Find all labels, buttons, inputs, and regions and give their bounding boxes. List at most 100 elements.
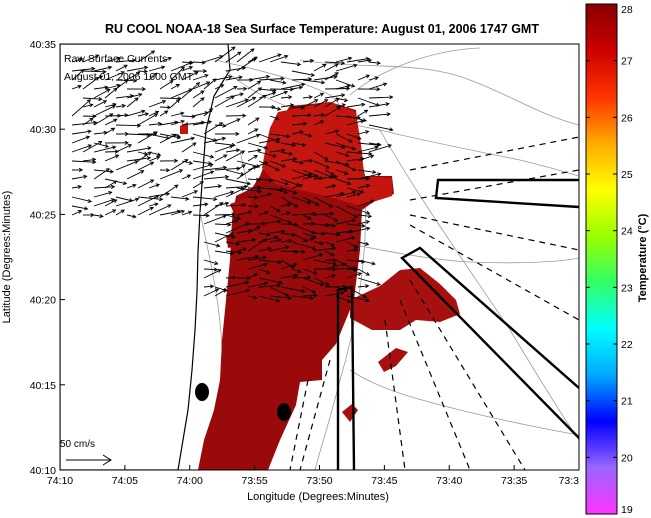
current-vector — [115, 105, 126, 108]
current-vector — [269, 55, 288, 63]
current-vector-head — [201, 60, 206, 65]
current-vector-head — [307, 216, 312, 220]
current-vector — [148, 110, 159, 117]
current-vector — [225, 281, 249, 288]
current-vector — [346, 295, 369, 302]
current-vector-head — [376, 60, 381, 66]
current-vector — [280, 96, 292, 99]
current-vector — [335, 115, 361, 119]
current-vector — [280, 250, 299, 253]
current-vector-head — [306, 200, 312, 205]
current-vector-head — [275, 298, 281, 303]
current-vector-head — [318, 253, 324, 258]
current-vector — [346, 133, 361, 140]
current-vector-head — [285, 245, 290, 250]
current-vector — [104, 154, 119, 162]
current-vector-head — [353, 214, 359, 218]
current-vector — [357, 214, 372, 217]
current-vector — [247, 205, 259, 207]
current-vector-head — [257, 148, 262, 153]
current-vector-head — [377, 142, 382, 147]
current-vector — [335, 169, 349, 175]
current-vector-head — [383, 82, 388, 87]
current-vector — [192, 214, 210, 217]
current-vector — [335, 151, 349, 157]
current-vector-head — [365, 298, 370, 303]
y-tick-label: 40:35 — [30, 39, 56, 51]
current-vector — [368, 61, 381, 64]
current-vector — [203, 285, 214, 288]
current-vector-head — [344, 171, 349, 175]
current-vector — [236, 187, 262, 193]
current-vector-head — [365, 176, 371, 181]
current-vector-head — [253, 56, 258, 61]
current-vector — [137, 206, 154, 216]
current-vector — [357, 146, 378, 153]
current-vector — [258, 232, 270, 236]
current-vector — [258, 78, 284, 81]
current-vector — [313, 76, 337, 81]
current-vector-head — [127, 144, 133, 148]
current-vector — [247, 295, 257, 299]
current-vector — [192, 81, 210, 90]
current-vector — [280, 274, 298, 279]
current-vector-head — [280, 76, 285, 81]
current-vector — [225, 187, 245, 198]
current-vector-head — [77, 184, 82, 190]
current-vector-head — [253, 273, 259, 277]
current-vector — [115, 64, 128, 72]
current-vector — [313, 241, 324, 245]
current-vector — [280, 83, 305, 90]
current-vector — [258, 133, 280, 143]
y-axis: 40:10 40:15 40:20 40:25 40:30 40:35 — [30, 39, 65, 477]
current-vector — [225, 178, 251, 185]
current-vector — [192, 97, 205, 108]
colorbar-tick-label: 21 — [621, 396, 633, 408]
current-vector-head — [188, 160, 194, 165]
current-vector-head — [77, 84, 82, 89]
current-vector-head — [276, 208, 281, 213]
current-vector-head — [262, 94, 267, 99]
current-vector-head — [353, 63, 358, 68]
current-vector-head — [289, 103, 295, 108]
current-vector — [137, 113, 158, 126]
current-vector — [280, 187, 297, 194]
colorbar-tick-label: 20 — [621, 452, 633, 464]
current-vector — [93, 131, 107, 135]
colorbar-tick-label: 24 — [621, 226, 633, 238]
current-vector — [280, 178, 300, 187]
current-vector — [335, 79, 355, 87]
current-vector — [214, 84, 224, 90]
current-vector — [346, 268, 358, 271]
current-vector-head — [333, 261, 338, 266]
current-vector — [346, 205, 370, 214]
current-vector — [357, 74, 370, 81]
current-vector — [335, 267, 357, 270]
current-vector — [104, 180, 117, 189]
current-vector-head — [140, 170, 145, 174]
current-vector — [148, 183, 160, 189]
current-vector — [291, 184, 303, 189]
sst-patch-a — [378, 348, 408, 372]
current-vector — [291, 173, 313, 180]
current-vector — [71, 99, 91, 117]
current-vector-head — [152, 72, 158, 77]
current-vector-head — [178, 169, 184, 174]
current-vector-head — [143, 69, 149, 74]
colorbar-tick-label: 19 — [621, 504, 633, 516]
current-vector — [93, 191, 112, 198]
current-vector — [269, 79, 286, 84]
current-vector-head — [147, 146, 152, 151]
current-vector — [181, 121, 205, 126]
current-vector — [214, 76, 232, 81]
current-vector — [302, 196, 319, 206]
current-vector-head — [214, 261, 219, 266]
current-vector-head — [282, 80, 287, 85]
current-vector — [225, 204, 246, 207]
current-vector — [137, 161, 154, 171]
current-vector-head — [360, 119, 365, 124]
current-vector-head — [271, 91, 277, 96]
current-vector — [313, 247, 336, 252]
current-vector — [313, 259, 337, 265]
current-vector — [291, 114, 311, 117]
